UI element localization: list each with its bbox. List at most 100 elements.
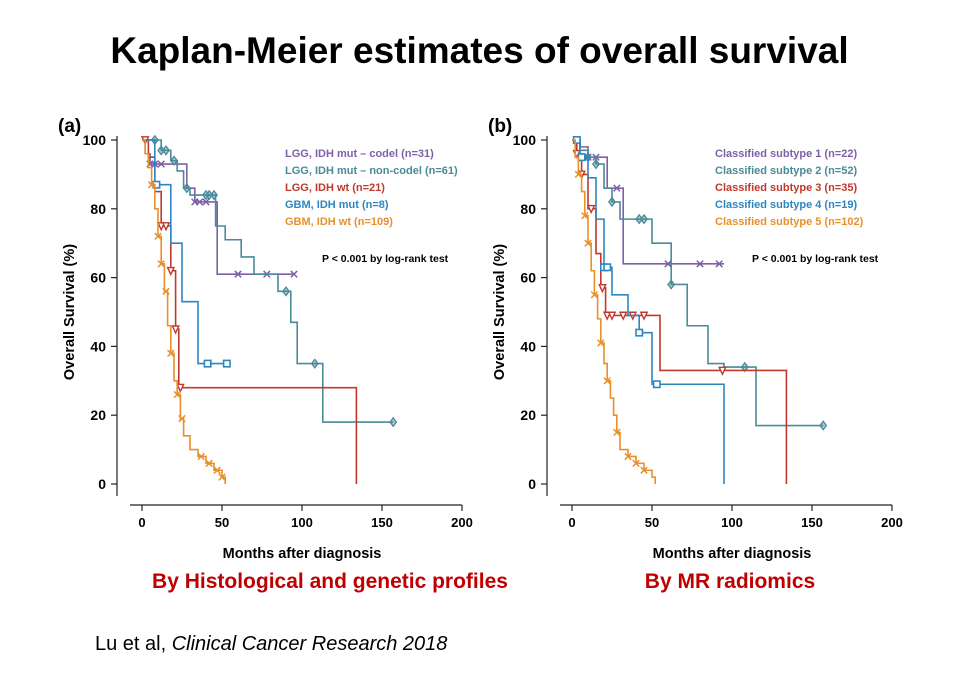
chart1-series-4-censor-mark xyxy=(640,466,648,474)
chart1-legend-item-0: Classified subtype 1 (n=22) xyxy=(715,148,857,160)
chart0-series-4-censor-mark xyxy=(167,349,175,358)
chart1-y-tick-label: 80 xyxy=(520,201,536,217)
chart0-x-tick-label: 100 xyxy=(291,515,313,530)
km-chart-panel-a: (a) 0 50 100 150 200 0 20 40 60 80 100 Months after … xyxy=(30,110,480,580)
chart1-series-0-censor-mark xyxy=(715,260,723,268)
chart0-series-3-censor-mark xyxy=(222,359,231,368)
chart0-series-4-censor-mark xyxy=(178,414,186,423)
chart1-series-3-curve xyxy=(572,139,725,484)
chart1-series-4-censor-mark xyxy=(574,170,583,179)
citation: Lu et al, Clinical Cancer Research 2018 xyxy=(95,633,447,656)
chart0-y-tick-label: 60 xyxy=(90,270,106,286)
chart1-series-4-censor-mark xyxy=(624,452,632,461)
chart1-series-4-censor-mark xyxy=(590,291,599,299)
caption-histological: By Histological and genetic profiles xyxy=(152,570,508,593)
chart0-x-axis-label: Months after diagnosis xyxy=(223,546,382,562)
chart1-series-3-censor-mark xyxy=(577,153,586,162)
chart1-series-2-censor-mark xyxy=(639,311,649,321)
chart1-series-2-censor-mark xyxy=(602,311,612,321)
chart1-series-4-censor-mark xyxy=(581,211,589,220)
chart1-panel-label: (b) xyxy=(488,116,512,137)
chart1-legend-item-2: Classified subtype 3 (n=35) xyxy=(715,182,857,194)
chart1-series-4-censor-mark xyxy=(632,459,640,468)
chart0-series-1-censor-mark xyxy=(182,182,191,194)
chart0-legend-item-1: LGG, IDH mut – non-codel (n=61) xyxy=(285,165,458,177)
chart0-y-tick-label: 100 xyxy=(83,132,107,148)
km-chart-b: (b) 0 50 100 150 200 0 20 40 60 80 100 Months after … xyxy=(488,116,903,562)
chart0-legend-item-2: LGG, IDH wt (n=21) xyxy=(285,182,385,194)
chart1-x-tick-label: 0 xyxy=(568,515,575,530)
chart1-x-tick-label: 100 xyxy=(721,515,743,530)
chart0-series-0-censor-mark xyxy=(202,198,210,206)
chart0-series-1-censor-mark xyxy=(161,145,171,156)
chart1-series-2-censor-mark xyxy=(586,204,596,215)
chart1-series-3-censor-mark xyxy=(652,380,661,389)
chart0-series-2-censor-mark xyxy=(156,222,166,232)
chart0-series-3-curve xyxy=(142,139,227,365)
chart1-series-4-censor-mark xyxy=(597,339,605,347)
chart1-series-2-censor-mark xyxy=(618,311,628,321)
km-chart-a: (a) 0 50 100 150 200 0 20 40 60 80 100 Months after … xyxy=(58,116,473,562)
chart1-series-0-censor-mark xyxy=(696,260,704,268)
chart0-series-4-censor-mark xyxy=(197,452,205,461)
chart1-series-2-censor-mark xyxy=(718,366,727,376)
chart0-series-1-censor-mark xyxy=(209,189,219,201)
chart0-series-2-censor-mark xyxy=(171,325,180,335)
chart1-pvalue-annotation: P < 0.001 by log-rank test xyxy=(752,253,879,265)
chart0-legend-item-0: LGG, IDH mut – codel (n=31) xyxy=(285,148,434,160)
chart0-series-3-censor-mark xyxy=(203,359,212,368)
chart0-series-4-censor-mark xyxy=(173,390,181,399)
chart0-series-4-censor-mark xyxy=(218,473,226,481)
chart0-y-tick-label: 0 xyxy=(98,476,106,492)
chart1-series-4-curve xyxy=(572,139,656,484)
chart0-panel-label: (a) xyxy=(58,116,81,137)
chart1-y-tick-label: 20 xyxy=(520,407,536,423)
chart0-y-tick-label: 20 xyxy=(90,407,106,423)
chart1-y-tick-label: 40 xyxy=(520,338,536,354)
chart0-series-4-censor-mark xyxy=(147,180,156,189)
chart0-series-1-censor-mark xyxy=(169,155,179,166)
chart1-x-axis-label: Months after diagnosis xyxy=(653,546,812,562)
chart0-series-4-censor-mark xyxy=(162,287,170,296)
chart1-y-tick-label: 100 xyxy=(513,132,537,148)
chart1-series-0-censor-mark xyxy=(613,184,621,192)
chart0-series-1-censor-mark xyxy=(389,416,398,428)
chart0-series-4-censor-mark xyxy=(154,232,162,241)
km-chart-panel-b: (b) 0 50 100 150 200 0 20 40 60 80 100 Months after … xyxy=(460,110,910,580)
chart0-series-0-censor-mark xyxy=(195,198,204,206)
chart1-series-2-censor-mark xyxy=(598,284,607,294)
chart0-y-tick-label: 80 xyxy=(90,201,106,217)
chart0-series-0-curve xyxy=(142,139,294,275)
chart1-series-1-censor-mark xyxy=(591,158,601,170)
chart1-series-4-censor-mark xyxy=(603,377,611,385)
chart0-series-0-censor-mark xyxy=(234,270,242,278)
chart0-series-4-censor-mark xyxy=(205,459,213,468)
chart1-y-axis-label: Overall Survival (%) xyxy=(492,244,508,380)
chart0-series-1-censor-mark xyxy=(310,358,319,369)
chart0-x-tick-label: 50 xyxy=(215,515,229,530)
chart1-y-tick-label: 0 xyxy=(528,476,536,492)
chart1-x-tick-label: 50 xyxy=(645,515,659,530)
chart0-series-4-censor-mark xyxy=(157,260,165,268)
chart0-legend-item-4: GBM, IDH wt (n=109) xyxy=(285,216,393,228)
chart1-x-tick-label: 150 xyxy=(801,515,823,530)
chart0-series-2-censor-mark xyxy=(161,222,171,232)
chart1-series-3-censor-mark xyxy=(603,263,612,272)
chart1-legend-item-3: Classified subtype 4 (n=19) xyxy=(715,199,857,211)
citation-authors: Lu et al, xyxy=(95,633,172,655)
chart1-series-1-censor-mark xyxy=(819,420,828,431)
chart0-series-2-censor-mark xyxy=(166,266,176,277)
chart1-series-4-censor-mark xyxy=(584,239,592,247)
chart0-pvalue-annotation: P < 0.001 by log-rank test xyxy=(322,253,449,265)
slide-title: Kaplan-Meier estimates of overall surviv… xyxy=(110,30,849,71)
chart1-legend-item-1: Classified subtype 2 (n=52) xyxy=(715,165,857,177)
chart0-x-tick-label: 0 xyxy=(138,515,145,530)
chart0-y-tick-label: 40 xyxy=(90,338,106,354)
chart1-series-1-censor-mark xyxy=(639,213,649,225)
chart1-x-tick-label: 200 xyxy=(881,515,903,530)
chart1-series-3-censor-mark xyxy=(635,328,644,337)
chart0-y-axis-label: Overall Survival (%) xyxy=(62,244,78,380)
chart1-y-tick-label: 60 xyxy=(520,270,536,286)
chart0-x-tick-label: 150 xyxy=(371,515,393,530)
chart0-x-tick-label: 200 xyxy=(451,515,473,530)
